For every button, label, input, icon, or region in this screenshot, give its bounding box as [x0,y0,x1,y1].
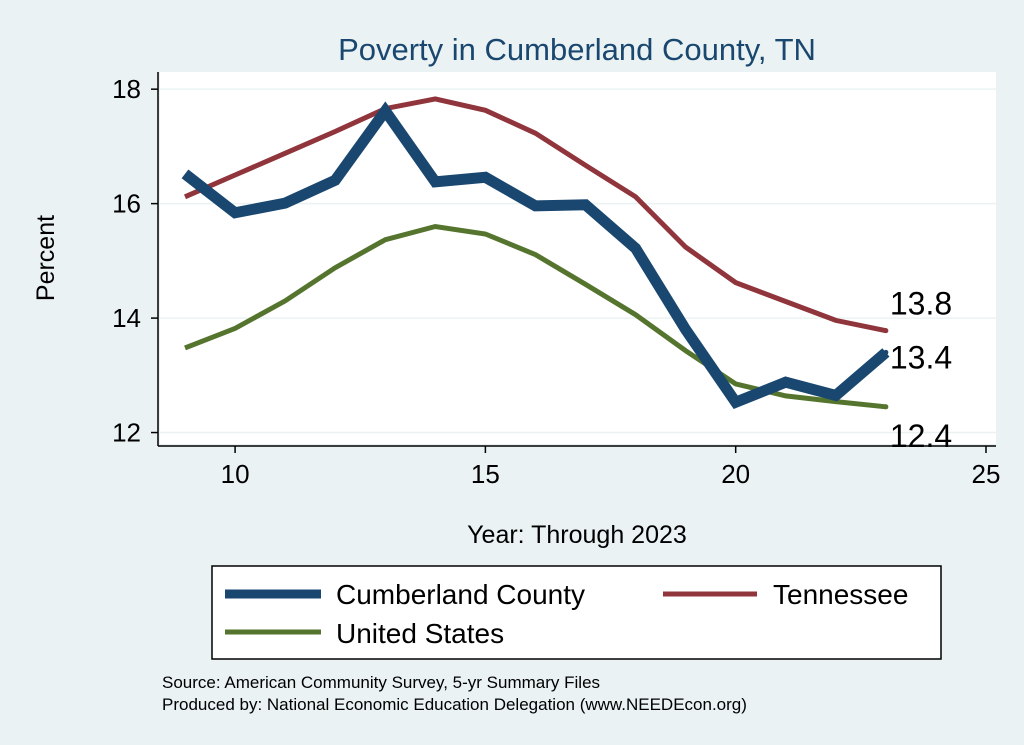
x-tick-label-15: 15 [471,459,500,489]
legend-box [211,565,942,660]
x-tick-label-10: 10 [221,459,250,489]
legend-label-tennessee: Tennessee [773,579,908,610]
end-label-cumberland-county: 13.4 [890,339,952,375]
source-note: Source: American Community Survey, 5-yr … [162,673,600,692]
axes [157,72,996,447]
y-tick-label-12: 12 [112,418,141,448]
end-labels: 13.4 13.8 12.4 [890,286,952,454]
end-point-cumberland-county [883,349,889,355]
y-tick-label-16: 16 [112,189,141,219]
end-label-tennessee: 13.8 [890,286,952,322]
end-point-tennessee [883,328,889,334]
chart-title: Poverty in Cumberland County, TN [338,32,816,67]
x-axis-label: Year: Through 2023 [467,521,687,549]
series-line-cumberland-county [181,101,890,409]
series-lines [181,96,890,410]
y-tick-label-14: 14 [112,303,141,333]
x-tick-label-25: 25 [972,459,1001,489]
legend: Cumberland County Tennessee United State… [211,565,942,660]
plot-area [160,72,996,444]
producer-note: Produced by: National Economic Education… [162,695,747,714]
series-line-tennessee [184,96,887,334]
y-axis-label: Percent [32,215,60,301]
end-point-united-states [883,404,889,410]
legend-label-cumberland-county: Cumberland County [336,579,585,610]
legend-label-united-states: United States [336,618,504,649]
y-tick-label-18: 18 [112,74,141,104]
axis-ticks: 12 14 16 18 10 15 20 25 [112,74,1000,489]
x-tick-label-20: 20 [721,459,750,489]
end-label-united-states: 12.4 [890,418,952,454]
